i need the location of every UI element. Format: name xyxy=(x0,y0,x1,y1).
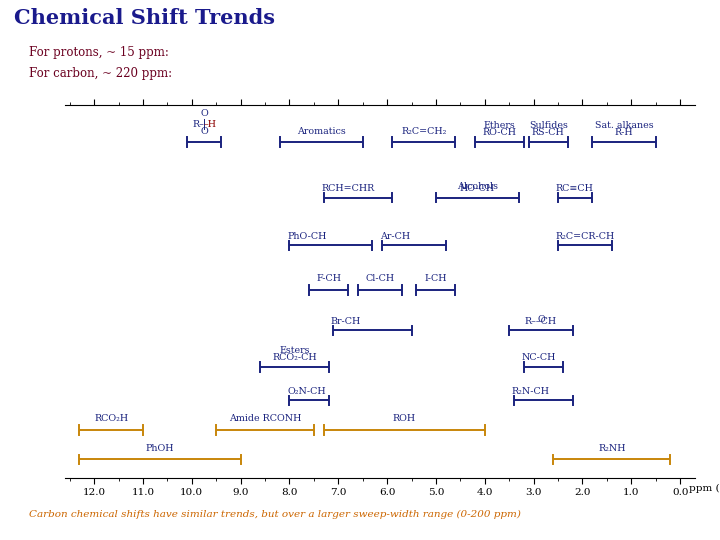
Text: Chemical Shift Trends: Chemical Shift Trends xyxy=(14,8,275,28)
Text: Alcohols: Alcohols xyxy=(457,182,498,191)
Text: RCH=CHR: RCH=CHR xyxy=(321,184,374,193)
Text: RS-CH: RS-CH xyxy=(532,129,564,137)
Text: R–: R– xyxy=(192,120,204,129)
Text: ppm (δ): ppm (δ) xyxy=(689,483,720,492)
Text: Sat. alkanes: Sat. alkanes xyxy=(595,122,653,130)
Text: R₂N-CH: R₂N-CH xyxy=(512,387,549,396)
Text: R₂C=CH₂: R₂C=CH₂ xyxy=(401,126,446,136)
Text: Sulfides: Sulfides xyxy=(529,122,568,130)
Text: RCO₂-CH: RCO₂-CH xyxy=(272,354,317,362)
Text: O₂N-CH: O₂N-CH xyxy=(287,387,325,396)
Text: Esters: Esters xyxy=(279,347,310,355)
Text: Amide RCONH: Amide RCONH xyxy=(229,414,301,423)
Text: PhO-CH: PhO-CH xyxy=(287,232,326,241)
Text: O: O xyxy=(537,315,545,323)
Text: HO-CH: HO-CH xyxy=(460,184,495,193)
Text: Br-CH: Br-CH xyxy=(331,316,361,326)
Text: Aromatics: Aromatics xyxy=(297,126,346,136)
Text: –H: –H xyxy=(204,120,217,129)
Text: ROH: ROH xyxy=(392,414,415,423)
Text: R-H: R-H xyxy=(615,129,634,137)
Text: NC-CH: NC-CH xyxy=(521,354,556,362)
Text: Carbon chemical shifts have similar trends, but over a larger sweep-width range : Carbon chemical shifts have similar tren… xyxy=(29,510,521,519)
Text: PhOH: PhOH xyxy=(145,444,174,453)
Text: RO-CH: RO-CH xyxy=(482,129,516,137)
Text: For carbon, ~ 220 ppm:: For carbon, ~ 220 ppm: xyxy=(29,68,172,80)
Text: RCO₂H: RCO₂H xyxy=(94,414,128,423)
Text: Ar-CH: Ar-CH xyxy=(379,232,410,241)
Text: R––CH: R––CH xyxy=(525,316,557,326)
Text: F-CH: F-CH xyxy=(316,274,341,283)
Text: R₂NH: R₂NH xyxy=(598,444,626,453)
Text: O: O xyxy=(200,109,208,118)
Text: RC≡CH: RC≡CH xyxy=(556,184,593,193)
Text: Cl-CH: Cl-CH xyxy=(365,274,395,283)
Text: O: O xyxy=(200,126,208,136)
Text: R₂C=CR-CH: R₂C=CR-CH xyxy=(556,232,615,241)
Text: I-CH: I-CH xyxy=(425,274,447,283)
Text: Ethers: Ethers xyxy=(484,122,516,130)
Text: For protons, ~ 15 ppm:: For protons, ~ 15 ppm: xyxy=(29,46,168,59)
